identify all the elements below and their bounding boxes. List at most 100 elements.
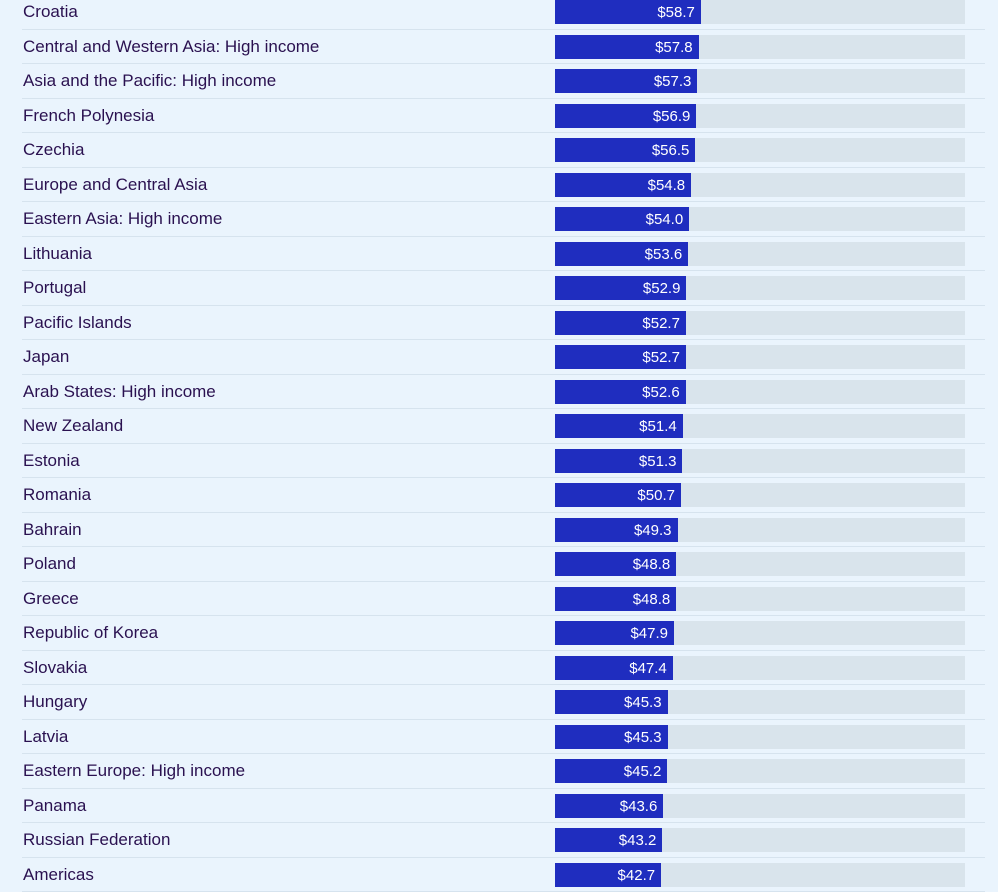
- table-row: Croatia $58.7: [22, 0, 985, 30]
- value-label: $51.3: [639, 453, 677, 470]
- bar-track: $58.7: [555, 0, 965, 24]
- bar: $58.7: [555, 0, 701, 24]
- bar-track: $43.6: [555, 794, 965, 818]
- table-row: French Polynesia$56.9: [22, 99, 985, 134]
- table-row: Portugal $52.9: [22, 271, 985, 306]
- category-label: Portugal: [23, 278, 86, 298]
- bar: $53.6: [555, 242, 688, 266]
- bar-list: Croatia $58.7 Central and Western Asia: Hi…: [22, 0, 985, 892]
- bar: $45.3: [555, 690, 668, 714]
- bar-track: $45.3: [555, 690, 965, 714]
- bar-track: $45.2: [555, 759, 965, 783]
- bar-track: $57.8: [555, 35, 965, 59]
- value-label: $54.0: [646, 211, 684, 228]
- value-label: $45.3: [624, 729, 662, 746]
- category-label: Republic of Korea: [23, 623, 158, 643]
- table-row: Bahrain $49.3: [22, 513, 985, 548]
- category-label: Central and Western Asia: High income: [23, 37, 319, 57]
- category-label: Russian Federation: [23, 830, 170, 850]
- table-row: Eastern Asia: High income $54.0: [22, 202, 985, 237]
- bar-track: $50.7: [555, 483, 965, 507]
- category-label: Romania: [23, 485, 91, 505]
- category-label: Europe and Central Asia: [23, 175, 207, 195]
- category-label: New Zealand: [23, 416, 123, 436]
- category-label: Japan: [23, 347, 69, 367]
- bar: $51.4: [555, 414, 683, 438]
- bar-track: $49.3: [555, 518, 965, 542]
- category-label: Americas: [23, 865, 94, 885]
- bar-track: $56.9: [555, 104, 965, 128]
- bar: $48.8: [555, 552, 676, 576]
- bar: $45.2: [555, 759, 667, 783]
- category-label: Croatia: [23, 2, 78, 22]
- bar: $43.2: [555, 828, 662, 852]
- category-label: Eastern Asia: High income: [23, 209, 222, 229]
- value-label: $47.9: [630, 625, 668, 642]
- bar-track: $52.6: [555, 380, 965, 404]
- bar: $54.0: [555, 207, 689, 231]
- bar-track: $57.3: [555, 69, 965, 93]
- value-label: $47.4: [629, 660, 667, 677]
- bar-track: $54.8: [555, 173, 965, 197]
- table-row: Japan $52.7: [22, 340, 985, 375]
- table-row: Czechia $56.5: [22, 133, 985, 168]
- table-row: Estonia $51.3: [22, 444, 985, 479]
- value-label: $50.7: [637, 487, 675, 504]
- bar-track: $54.0: [555, 207, 965, 231]
- bar: $47.9: [555, 621, 674, 645]
- value-label: $48.8: [633, 591, 671, 608]
- table-row: Lithuania$53.6: [22, 237, 985, 272]
- bar-track: $53.6: [555, 242, 965, 266]
- bar-track: $51.4: [555, 414, 965, 438]
- category-label: Estonia: [23, 451, 80, 471]
- category-label: Bahrain: [23, 520, 82, 540]
- value-label: $43.2: [619, 832, 657, 849]
- category-label: Hungary: [23, 692, 87, 712]
- bar-track: $52.7: [555, 311, 965, 335]
- table-row: Greece $48.8: [22, 582, 985, 617]
- value-label: $45.2: [624, 763, 662, 780]
- bar-track: $47.4: [555, 656, 965, 680]
- bar: $51.3: [555, 449, 682, 473]
- value-label: $49.3: [634, 522, 672, 539]
- value-label: $48.8: [633, 556, 671, 573]
- bar: $56.5: [555, 138, 695, 162]
- bar-track: $51.3: [555, 449, 965, 473]
- value-label: $51.4: [639, 418, 677, 435]
- value-label: $52.9: [643, 280, 681, 297]
- bar: $56.9: [555, 104, 696, 128]
- table-row: Latvia $45.3: [22, 720, 985, 755]
- table-row: Eastern Europe: High income$45.2: [22, 754, 985, 789]
- value-label: $57.3: [654, 73, 692, 90]
- category-label: Czechia: [23, 140, 84, 160]
- bar-track: $43.2: [555, 828, 965, 852]
- category-label: Panama: [23, 796, 86, 816]
- bar-track: $47.9: [555, 621, 965, 645]
- value-label: $56.9: [653, 108, 691, 125]
- bar: $52.6: [555, 380, 686, 404]
- value-label: $57.8: [655, 39, 693, 56]
- bar: $54.8: [555, 173, 691, 197]
- bar-track: $42.7: [555, 863, 965, 887]
- bar-track: $52.7: [555, 345, 965, 369]
- bar: $57.3: [555, 69, 697, 93]
- value-label: $42.7: [618, 867, 656, 884]
- table-row: Asia and the Pacific: High income$57.3: [22, 64, 985, 99]
- category-label: Arab States: High income: [23, 382, 216, 402]
- bar: $43.6: [555, 794, 663, 818]
- bar: $52.9: [555, 276, 686, 300]
- table-row: Americas $42.7: [22, 858, 985, 892]
- value-label: $45.3: [624, 694, 662, 711]
- category-label: Greece: [23, 589, 79, 609]
- table-row: Pacific Islands$52.7: [22, 306, 985, 341]
- bar: $45.3: [555, 725, 668, 749]
- value-label: $53.6: [645, 246, 683, 263]
- category-label: Latvia: [23, 727, 68, 747]
- bar: $42.7: [555, 863, 661, 887]
- bar-track: $48.8: [555, 587, 965, 611]
- value-label: $58.7: [657, 4, 695, 21]
- value-label: $43.6: [620, 798, 658, 815]
- bar: $48.8: [555, 587, 676, 611]
- value-label: $52.6: [642, 384, 680, 401]
- bar-track: $52.9: [555, 276, 965, 300]
